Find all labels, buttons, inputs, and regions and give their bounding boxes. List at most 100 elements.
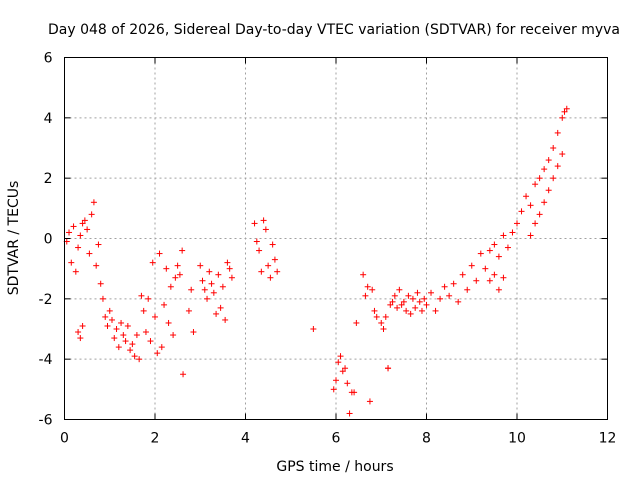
data-point: [106, 307, 113, 314]
data-point: [561, 108, 568, 115]
data-point: [118, 319, 125, 326]
data-point: [70, 223, 77, 230]
data-point: [550, 175, 557, 182]
data-point: [174, 262, 181, 269]
data-point: [97, 280, 104, 287]
data-point: [79, 322, 86, 329]
data-point: [152, 313, 158, 320]
data-point: [138, 292, 145, 299]
data-point: [527, 232, 534, 239]
x-tick-label: 8: [422, 431, 431, 447]
data-point: [446, 292, 453, 299]
data-point: [127, 347, 134, 354]
data-point: [77, 232, 84, 239]
data-point: [428, 289, 435, 296]
data-point: [468, 262, 475, 269]
data-point: [185, 307, 192, 314]
data-point: [414, 289, 421, 296]
data-point: [86, 250, 93, 257]
data-point: [369, 286, 376, 293]
data-point: [335, 359, 342, 366]
data-point: [416, 298, 423, 305]
data-point: [523, 193, 530, 200]
data-point: [147, 338, 154, 345]
y-tick-label: 0: [44, 232, 53, 248]
data-point: [491, 241, 498, 248]
data-point: [541, 166, 548, 173]
data-point: [93, 262, 100, 269]
data-point: [72, 268, 79, 275]
data-point: [536, 175, 543, 182]
data-point: [145, 295, 152, 302]
data-point: [90, 199, 97, 206]
data-point: [500, 274, 507, 281]
data-point: [190, 329, 197, 336]
data-point: [180, 371, 187, 378]
chart-title: Day 048 of 2026, Sidereal Day-to-day VTE…: [48, 22, 620, 38]
data-point: [88, 211, 95, 218]
data-point: [545, 157, 552, 164]
data-point: [550, 145, 557, 151]
data-point: [333, 377, 339, 384]
data-point: [111, 335, 118, 342]
data-point: [79, 220, 86, 227]
data-point: [265, 262, 272, 269]
data-point: [500, 232, 507, 239]
data-point: [99, 295, 106, 302]
data-point: [527, 202, 534, 209]
data-point: [176, 271, 183, 278]
data-point: [188, 286, 195, 293]
data-point: [437, 295, 444, 302]
data-point: [441, 283, 448, 290]
data-point: [371, 307, 378, 314]
data-point: [409, 295, 416, 302]
data-point: [536, 211, 543, 218]
axis-ticks: 0 2 4 6 8 10 12 -6 -4 -2 0 2 4 6: [39, 51, 617, 447]
data-point: [421, 295, 428, 302]
y-tick-label: 6: [44, 51, 53, 67]
data-point: [133, 332, 140, 339]
data-point: [450, 280, 457, 287]
data-point: [346, 410, 353, 417]
data-point: [109, 316, 116, 323]
x-tick-label: 12: [599, 431, 617, 447]
data-point: [385, 365, 392, 372]
data-point: [156, 250, 163, 257]
data-point: [563, 105, 570, 112]
data-point: [274, 268, 281, 275]
data-point: [509, 229, 516, 236]
data-point: [219, 283, 226, 290]
data-point: [514, 220, 520, 227]
data-point: [251, 220, 258, 227]
data-point: [179, 247, 186, 254]
data-point: [154, 350, 161, 357]
data-point: [423, 301, 430, 308]
data-point: [362, 292, 369, 299]
data-points: [63, 105, 570, 417]
data-point: [129, 341, 136, 348]
data-point: [222, 316, 229, 323]
data-point: [75, 244, 82, 251]
data-point: [149, 259, 156, 266]
data-point: [84, 226, 91, 233]
data-point: [140, 307, 147, 314]
x-tick-label: 4: [241, 431, 250, 447]
x-tick-label: 2: [151, 431, 160, 447]
data-point: [364, 283, 371, 290]
data-point: [477, 250, 484, 257]
data-point: [344, 380, 351, 387]
data-point: [398, 301, 405, 308]
data-point: [269, 241, 276, 248]
data-point: [518, 208, 525, 215]
x-tick-label: 0: [60, 431, 69, 447]
data-point: [253, 238, 260, 245]
data-point: [486, 277, 493, 284]
data-point: [226, 265, 233, 272]
data-point: [217, 304, 224, 311]
data-point: [407, 310, 414, 317]
data-point: [170, 332, 177, 339]
data-point: [337, 353, 344, 360]
data-point: [208, 280, 215, 287]
y-tick-label: 2: [44, 171, 53, 187]
